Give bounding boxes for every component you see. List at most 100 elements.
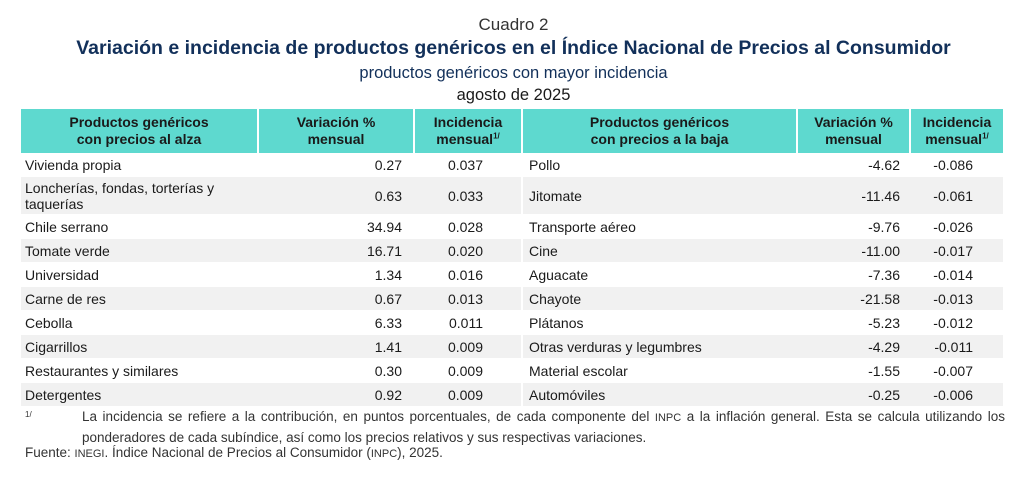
rising-variation: 0.92 [258,382,414,407]
rising-product-name: Cebolla [21,310,258,335]
falling-incidence: -0.006 [910,382,1003,407]
rising-variation: 34.94 [258,214,414,239]
header-falling-variation-line1: Variación % [814,114,893,130]
rising-product-name: Universidad [21,262,258,287]
falling-variation: -4.29 [797,334,910,359]
falling-variation: -7.36 [797,262,910,287]
table-header-row: Productos genéricos con precios al alza … [21,109,1003,153]
falling-incidence: -0.013 [910,286,1003,311]
header-falling-incidence-line2: mensual [925,131,983,147]
falling-incidence: -0.011 [910,334,1003,359]
rising-variation: 1.41 [258,334,414,359]
footnote-inpc: INPC [654,412,682,424]
rising-product-name: Restaurantes y similares [21,358,258,383]
table-row: Universidad 1.34 0.016 Aguacate -7.36 -0… [21,262,1003,287]
falling-product-name: Pollo [522,153,797,177]
rising-incidence: 0.009 [414,334,523,359]
falling-variation: -11.46 [797,176,910,215]
footnote-text: La incidencia se refiere a la contribuci… [82,407,1005,447]
header-falling-variation: Variación % mensual [797,109,911,153]
page-subtitle: productos genéricos con mayor incidencia [359,64,668,82]
falling-variation: -4.62 [797,153,910,177]
header-rising-products-line2: con precios al alza [76,131,202,147]
table-row: Restaurantes y similares 0.30 0.009 Mate… [21,358,1003,383]
source-inegi: INEGI [74,448,105,460]
falling-product-name: Cine [522,238,797,263]
table-row: Cigarrillos 1.41 0.009 Otras verduras y … [21,334,1003,359]
source-c: ), 2025. [397,445,443,460]
falling-variation: -1.55 [797,358,910,383]
falling-variation: -0.25 [797,382,910,407]
rising-incidence: 0.009 [414,358,523,383]
header-falling-products-line1: Productos genéricos [589,114,730,130]
rising-variation: 0.27 [258,153,414,177]
header-falling-products-line2: con precios a la baja [590,131,729,147]
page-title: Variación e incidencia de productos gené… [76,37,951,59]
rising-incidence: 0.028 [414,214,523,239]
falling-product-name: Automóviles [522,382,797,407]
header-falling-incidence-sup: 1/ [982,131,989,141]
source-a: Fuente: [25,445,75,460]
table-row: Chile serrano 34.94 0.028 Transporte aér… [21,214,1003,239]
rising-incidence: 0.037 [414,153,523,177]
falling-product-name: Plátanos [522,310,797,335]
table-row: Tomate verde 16.71 0.020 Cine -11.00 -0.… [21,238,1003,263]
rising-incidence: 0.013 [414,286,523,311]
rising-product-name: Detergentes [21,382,258,407]
header-falling-variation-line2: mensual [825,131,882,147]
header-falling-incidence: Incidencia mensual1/ [910,109,1003,153]
falling-variation: -9.76 [797,214,910,239]
table-number: Cuadro 2 [478,15,549,34]
rising-variation: 0.63 [258,176,414,215]
table-row: Vivienda propia 0.27 0.037 Pollo -4.62 -… [21,153,1003,177]
rising-incidence: 0.033 [414,176,523,215]
products-table: Productos genéricos con precios al alza … [21,109,1003,407]
rising-incidence: 0.011 [414,310,523,335]
footnote: 1/ La incidencia se refiere a la contrib… [25,407,1005,447]
header-rising-incidence-sup: 1/ [493,131,500,141]
falling-incidence: -0.017 [910,238,1003,263]
rising-variation: 0.67 [258,286,414,311]
falling-incidence: -0.026 [910,214,1003,239]
table-row: Detergentes 0.92 0.009 Automóviles -0.25… [21,382,1003,407]
rising-variation: 16.71 [258,238,414,263]
header-rising-incidence: Incidencia mensual1/ [414,109,523,153]
table-row: Loncherías, fondas, torterías y taquería… [21,176,1003,215]
table-row: Carne de res 0.67 0.013 Chayote -21.58 -… [21,286,1003,311]
period-label: agosto de 2025 [456,86,571,104]
header-rising-variation: Variación % mensual [258,109,415,153]
footnote-text-b: a la inflación general. Esta se calcula … [82,409,1005,445]
falling-product-name: Otras verduras y legumbres [522,334,797,359]
rising-product-name: Chile serrano [21,214,258,239]
falling-incidence: -0.014 [910,262,1003,287]
header-rising-variation-line2: mensual [307,131,365,147]
source-note: Fuente: INEGI. Índice Nacional de Precio… [25,445,443,460]
falling-product-name: Chayote [522,286,797,311]
falling-variation: -5.23 [797,310,910,335]
falling-incidence: -0.086 [910,153,1003,177]
footnote-mark: 1/ [25,410,32,419]
rising-incidence: 0.020 [414,238,523,263]
rising-incidence: 0.009 [414,382,523,407]
rising-variation: 6.33 [258,310,414,335]
rising-product-name: Carne de res [21,286,258,311]
source-inpc: INPC [370,448,398,460]
rising-product-name: Tomate verde [21,238,258,263]
rising-variation: 0.30 [258,358,414,383]
header-rising-products-line1: Productos genéricos [69,114,209,130]
falling-product-name: Aguacate [522,262,797,287]
falling-incidence: -0.007 [910,358,1003,383]
header-rising-products: Productos genéricos con precios al alza [21,109,259,153]
falling-variation: -11.00 [797,238,910,263]
rising-product-name: Cigarrillos [21,334,258,359]
rising-product-name: Vivienda propia [21,153,258,177]
header-falling-products: Productos genéricos con precios a la baj… [522,109,798,153]
falling-incidence: -0.012 [910,310,1003,335]
falling-product-name: Material escolar [522,358,797,383]
falling-product-name: Jitomate [522,176,797,215]
footnote-text-a: La incidencia se refiere a la contribuci… [82,409,655,424]
header-rising-incidence-line2: mensual [436,131,494,147]
header-rising-variation-line1: Variación % [296,114,376,130]
rising-variation: 1.34 [258,262,414,287]
